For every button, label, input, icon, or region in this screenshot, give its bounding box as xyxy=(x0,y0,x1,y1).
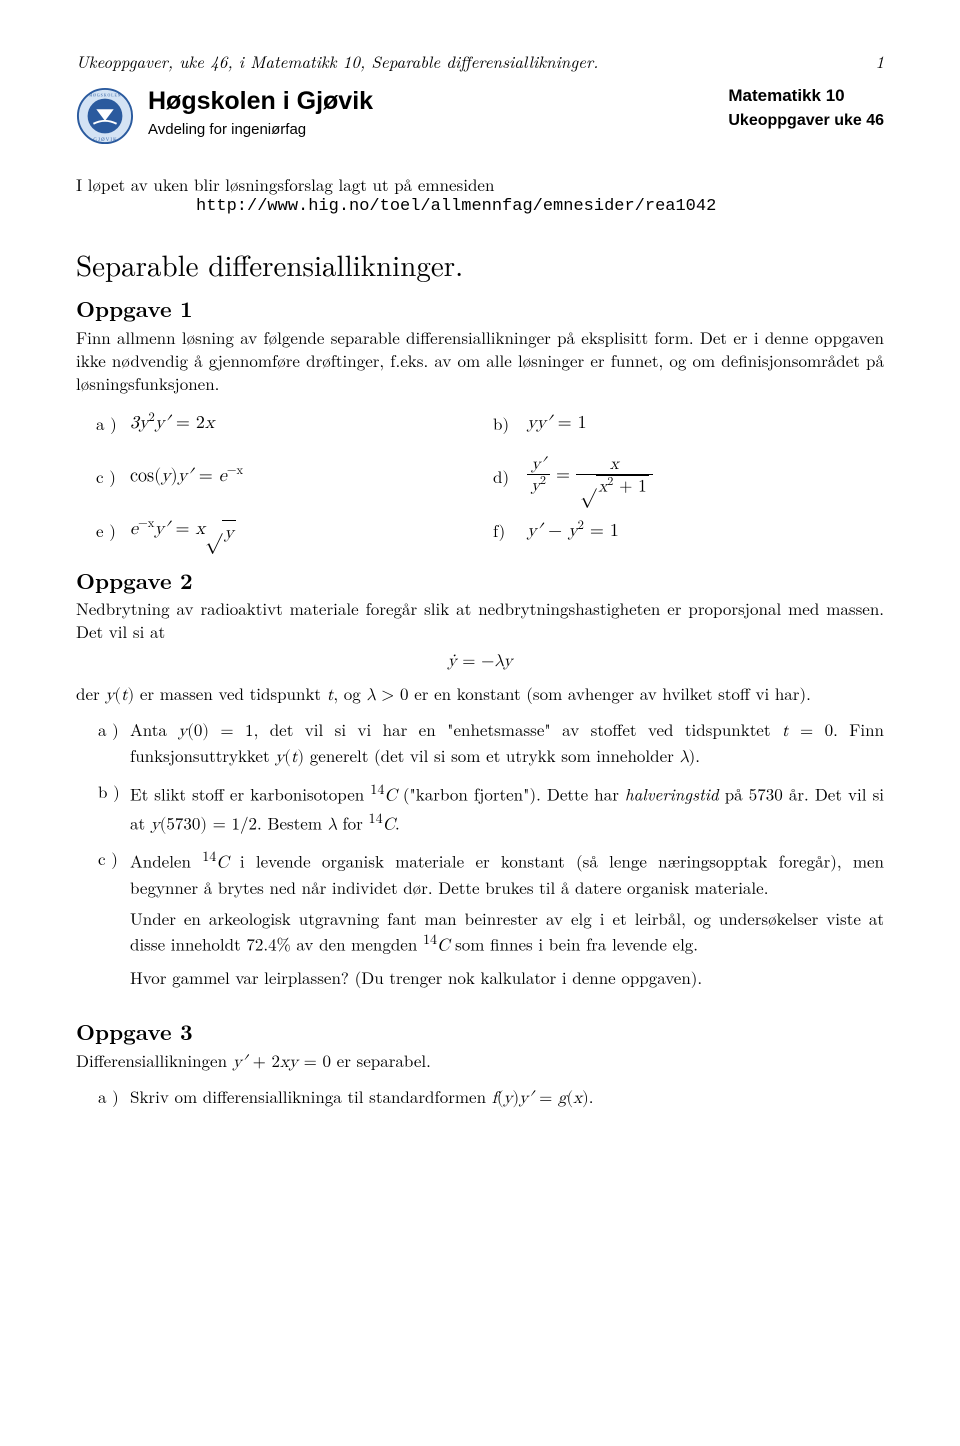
section-title: Separable differensiallikninger. xyxy=(76,245,884,284)
oppgave1-equations: a ) 3y2y′ = 2x b) yy′ = 1 c ) cos(y)y′ =… xyxy=(96,410,884,545)
eq-e: e−xy′ = x√y xyxy=(130,516,487,545)
o2-b-text: Et slikt stoff er karbonisotopen 14C ("k… xyxy=(130,780,884,837)
eq-f: y′ − y2 = 1 xyxy=(527,518,884,543)
t2-m2: , og xyxy=(333,681,366,705)
course-name: Matematikk 10 xyxy=(728,85,884,108)
oppgave2-title: Oppgave 2 xyxy=(76,566,884,596)
eq-c-label: c ) xyxy=(96,465,124,488)
eq-b-label: b) xyxy=(493,412,521,435)
intro-text: I løpet av uken blir løsningsforslag lag… xyxy=(76,173,884,196)
header-left: Ukeoppgaver, uke 46, i Matematikk 10, Se… xyxy=(76,50,598,73)
t2-pre: der xyxy=(76,681,105,705)
oppgave3-text: Differensiallikningen y′ + 2xy = 0 er se… xyxy=(76,1049,884,1075)
svg-text:H Ø G S K O L E N: H Ø G S K O L E N xyxy=(89,94,120,98)
eq-f-label: f) xyxy=(493,519,521,542)
oppgave1-text: Finn allmenn løsning av følgende separab… xyxy=(76,326,884,395)
o3-a-label: a ) xyxy=(98,1085,130,1111)
o3-a-text: Skriv om differensiallikninga til standa… xyxy=(130,1085,884,1111)
page-number: 1 xyxy=(875,50,884,73)
institution-dept: Avdeling for ingeniørfag xyxy=(148,120,373,140)
oppgave3-sublist: a ) Skriv om differensiallikninga til st… xyxy=(98,1085,884,1111)
oppgave2-text2: der y(t) er massen ved tidspunkt t, og λ… xyxy=(76,682,884,708)
course-url: http://www.hig.no/toel/allmennfag/emnesi… xyxy=(196,196,884,219)
o2-b-label: b ) xyxy=(98,780,130,837)
eq-a: 3y2y′ = 2x xyxy=(130,410,487,435)
o2-a-label: a ) xyxy=(98,718,130,770)
eq-d-label: d) xyxy=(493,465,521,488)
institution-block: H Ø G S K O L E N G J Ø V I K Høgskolen … xyxy=(76,85,884,145)
o3-post: er separabel. xyxy=(331,1048,431,1072)
o3-pre: Differensiallikningen xyxy=(76,1048,233,1072)
oppgave1-title: Oppgave 1 xyxy=(76,294,884,324)
eq-e-label: e ) xyxy=(96,519,124,542)
eq-c: cos(y)y′ = e−x xyxy=(130,463,487,488)
t2-m1: er massen ved tidspunkt xyxy=(134,681,327,705)
o2-c-label: c ) xyxy=(98,847,130,997)
oppgave2-sublist: a ) Anta y(0) = 1, det vil si vi har en … xyxy=(98,718,884,997)
oppgave2-eq: ẏ = −λy xyxy=(76,651,884,674)
assignment-subtitle: Ukeoppgaver uke 46 xyxy=(728,110,884,132)
o2-c-text: Andelen 14C i levende organisk materiale… xyxy=(130,847,884,997)
oppgave2-text1: Nedbrytning av radioaktivt materiale for… xyxy=(76,597,884,643)
t2-post: er en konstant (som avhenger av hvilket … xyxy=(409,681,811,705)
eq-b: yy′ = 1 xyxy=(527,411,884,435)
svg-text:G J Ø V I K: G J Ø V I K xyxy=(93,138,117,143)
oppgave3-title: Oppgave 3 xyxy=(76,1017,884,1047)
o2-a-text: Anta y(0) = 1, det vil si vi har en "enh… xyxy=(130,718,884,770)
intro-block: I løpet av uken blir løsningsforslag lag… xyxy=(76,173,884,219)
institution-name: Høgskolen i Gjøvik xyxy=(148,85,373,119)
eq-a-label: a ) xyxy=(96,412,124,435)
school-logo-icon: H Ø G S K O L E N G J Ø V I K xyxy=(76,87,134,145)
eq-d: y′y2 = x √x2 + 1 xyxy=(527,456,884,497)
